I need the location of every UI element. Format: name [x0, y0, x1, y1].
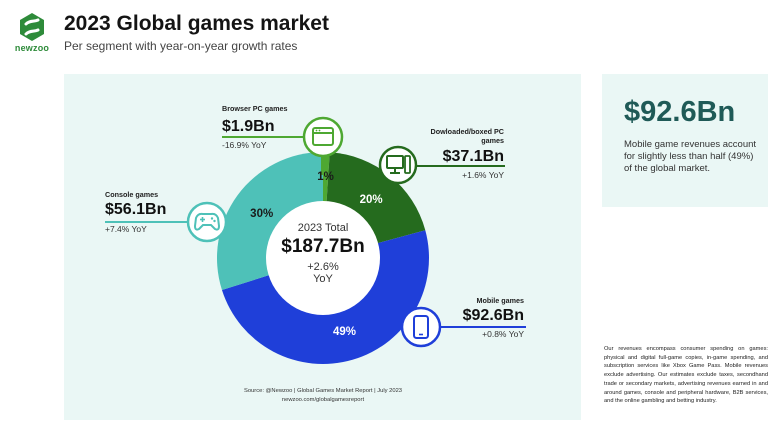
console-value: $56.1Bn	[105, 201, 167, 218]
mobile-value: $92.6Bn	[462, 307, 524, 324]
browser-label: Browser PC games $1.9Bn -16.9% YoY	[222, 104, 288, 151]
gamepad-icon	[186, 201, 228, 243]
browser-growth: -16.9% YoY	[222, 140, 267, 150]
browser-window-icon	[302, 116, 344, 158]
page-subtitle: Per segment with year-on-year growth rat…	[64, 39, 298, 53]
source-note: Source: @Newzoo | Global Games Market Re…	[200, 387, 446, 405]
donut-center: 2023 Total $187.7Bn +2.6% YoY	[264, 222, 382, 285]
desktop-pc-icon	[378, 145, 418, 185]
mobile-label: Mobile games $92.6Bn +0.8% YoY	[440, 296, 524, 340]
console-name: Console games	[105, 190, 159, 199]
slice-label-console: 30%	[250, 208, 273, 220]
logo-wordmark: newzoo	[14, 43, 50, 53]
page-title: 2023 Global games market	[64, 12, 329, 35]
pc-label: Dowloaded/boxed PC games $37.1Bn +1.6% Y…	[420, 127, 504, 181]
methodology-footnote: Our revenues encompass consumer spending…	[604, 346, 768, 405]
browser-name: Browser PC games	[222, 104, 288, 113]
highlight-text: Mobile game revenues account for slightl…	[624, 139, 757, 174]
center-title: 2023 Total	[297, 222, 349, 234]
pc-growth: +1.6% YoY	[462, 170, 504, 180]
console-label: Console games $56.1Bn +7.4% YoY	[105, 190, 166, 235]
pc-name: Dowloaded/boxed PC games	[430, 127, 504, 145]
pc-value: $37.1Bn	[442, 148, 504, 165]
center-growth-unit: YoY	[313, 273, 333, 285]
slice-label-pc-boxed: 20%	[360, 194, 383, 206]
smartphone-icon	[400, 306, 442, 348]
console-growth: +7.4% YoY	[105, 224, 147, 234]
slice-label-browser-pc: 1%	[317, 171, 334, 183]
donut-hole	[266, 201, 380, 315]
source-line: Source: @Newzoo | Global Games Market Re…	[243, 388, 403, 394]
highlight-value: $92.6Bn	[624, 96, 736, 128]
mobile-growth: +0.8% YoY	[482, 329, 524, 339]
source-url: newzoo.com/globalgamesreport	[281, 397, 365, 403]
mobile-name: Mobile games	[476, 296, 524, 305]
newzoo-logo-icon	[20, 13, 44, 41]
center-total: $187.7Bn	[281, 236, 365, 257]
newzoo-logo: newzoo	[12, 12, 52, 56]
center-growth: +2.6%	[307, 261, 339, 273]
slice-label-mobile: 49%	[333, 326, 356, 338]
highlight-panel: $92.6Bn Mobile game revenues account for…	[602, 74, 768, 207]
browser-value: $1.9Bn	[222, 118, 275, 135]
